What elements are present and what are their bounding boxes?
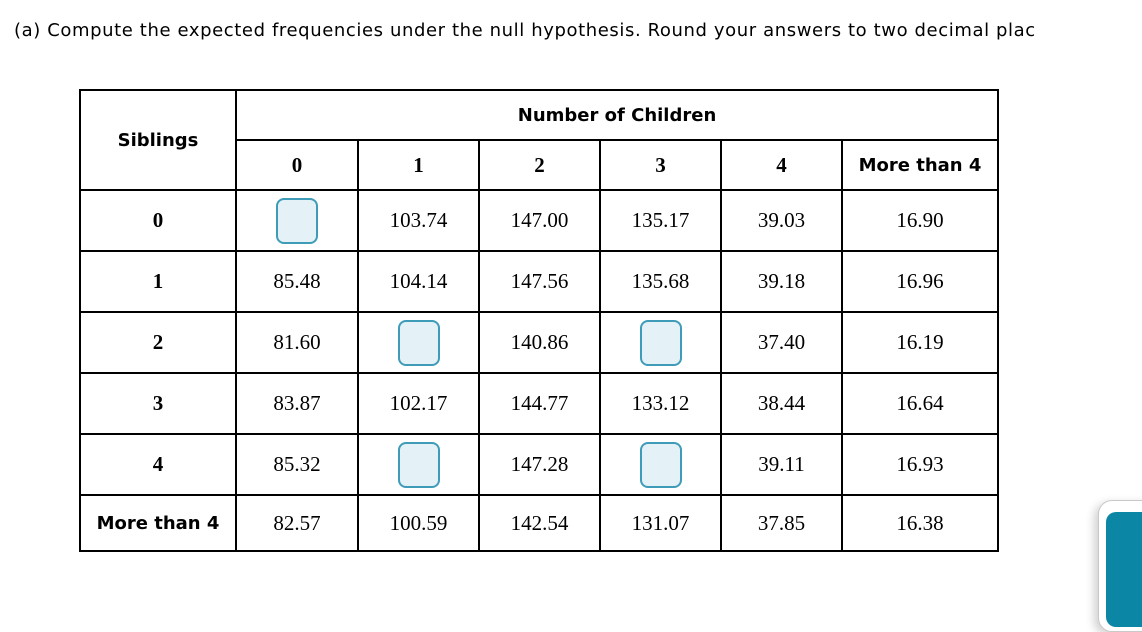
cell-r4c4: 39.11 [720, 433, 843, 496]
cell-r1c1: 104.14 [357, 250, 480, 313]
cell-r1c2: 147.56 [478, 250, 601, 313]
col-header-0: 0 [235, 139, 359, 191]
expected-frequency-input-r4c1[interactable] [397, 441, 440, 488]
cell-r3c0: 83.87 [235, 372, 359, 435]
row-header-0: 0 [79, 189, 237, 252]
cell-r4c0: 85.32 [235, 433, 359, 496]
cell-r3c4: 38.44 [720, 372, 843, 435]
table-row-siblings-3: 3 83.87 102.17 144.77 133.12 38.44 16.64 [79, 372, 1000, 435]
cell-r0c5: 16.90 [840, 189, 1000, 252]
cell-r0c4: 39.03 [720, 189, 843, 252]
cell-r2c4: 37.40 [720, 311, 843, 374]
expected-frequencies-table: Siblings Number of Children 0 1 2 3 4 Mo… [79, 89, 1000, 552]
cell-r4c1 [357, 433, 480, 496]
row-axis-header: Siblings [79, 89, 237, 191]
cell-r1c3: 135.68 [599, 250, 722, 313]
cell-r4c2: 147.28 [478, 433, 601, 496]
row-header-3: 3 [79, 372, 237, 435]
cell-r0c0 [235, 189, 359, 252]
table-row-siblings-0: 0 103.74 147.00 135.17 39.03 16.90 [79, 189, 1000, 252]
row-header-1: 1 [79, 250, 237, 313]
column-group-header: Number of Children [234, 89, 1000, 141]
table-row-siblings-4: 4 85.32 147.28 39.11 16.93 [79, 433, 1000, 496]
cell-r0c1: 103.74 [357, 189, 480, 252]
cell-r1c5: 16.96 [840, 250, 1000, 313]
cell-r5c3: 131.07 [599, 494, 722, 552]
cell-r3c1: 102.17 [357, 372, 480, 435]
table-row-siblings-more-than-4: More than 4 82.57 100.59 142.54 131.07 3… [79, 494, 1000, 552]
cell-r5c0: 82.57 [235, 494, 359, 552]
problem-instruction: (a) Compute the expected frequencies und… [14, 20, 1036, 41]
cell-r5c5: 16.38 [840, 494, 1000, 552]
expected-frequency-input-r0c0[interactable] [276, 197, 318, 244]
cell-r2c3 [599, 311, 722, 374]
col-header-3: 3 [599, 139, 722, 191]
col-header-more-than-4: More than 4 [840, 139, 1000, 191]
col-header-2: 2 [478, 139, 601, 191]
expected-frequency-input-r2c3[interactable] [639, 319, 682, 366]
cell-r5c1: 100.59 [357, 494, 480, 552]
floating-widget-panel [1098, 500, 1142, 632]
cell-r5c2: 142.54 [478, 494, 601, 552]
floating-corner-button[interactable] [1106, 512, 1142, 627]
cell-r3c3: 133.12 [599, 372, 722, 435]
cell-r4c5: 16.93 [840, 433, 1000, 496]
cell-r0c3: 135.17 [599, 189, 722, 252]
cell-r3c2: 144.77 [478, 372, 601, 435]
cell-r4c3 [599, 433, 722, 496]
row-header-4: 4 [79, 433, 237, 496]
row-header-2: 2 [79, 311, 237, 374]
col-header-1: 1 [357, 139, 480, 191]
cell-r1c4: 39.18 [720, 250, 843, 313]
table-row-siblings-2: 2 81.60 140.86 37.40 16.19 [79, 311, 1000, 374]
cell-r5c4: 37.85 [720, 494, 843, 552]
expected-frequency-input-r4c3[interactable] [639, 441, 682, 488]
table-row-siblings-1: 1 85.48 104.14 147.56 135.68 39.18 16.96 [79, 250, 1000, 313]
col-header-4: 4 [720, 139, 843, 191]
expected-frequency-input-r2c1[interactable] [397, 319, 440, 366]
cell-r2c2: 140.86 [478, 311, 601, 374]
cell-r2c1 [357, 311, 480, 374]
cell-r1c0: 85.48 [235, 250, 359, 313]
cell-r2c5: 16.19 [840, 311, 1000, 374]
row-header-more-than-4: More than 4 [79, 494, 237, 552]
cell-r2c0: 81.60 [235, 311, 359, 374]
cell-r3c5: 16.64 [840, 372, 1000, 435]
cell-r0c2: 147.00 [478, 189, 601, 252]
